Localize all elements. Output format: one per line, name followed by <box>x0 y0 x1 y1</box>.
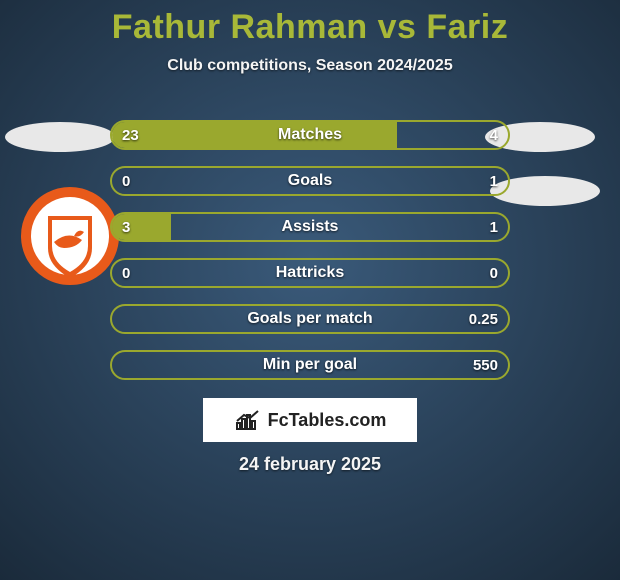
subtitle: Club competitions, Season 2024/2025 <box>0 57 620 75</box>
stat-row: Min per goal550 <box>110 350 510 380</box>
stat-row: Goals01 <box>110 166 510 196</box>
stat-bar-track <box>110 120 510 150</box>
stat-bar-track <box>110 350 510 380</box>
infographic-root: Fathur Rahman vs Fariz Club competitions… <box>0 0 620 580</box>
player-left-placeholder <box>5 122 115 152</box>
stat-row: Matches234 <box>110 120 510 150</box>
stat-bar-track <box>110 212 510 242</box>
brand-text: FcTables.com <box>268 410 387 431</box>
date-label: 24 february 2025 <box>0 454 620 475</box>
stat-row: Assists31 <box>110 212 510 242</box>
stat-bar-track <box>110 166 510 196</box>
club-badge <box>20 186 120 286</box>
stat-row: Hattricks00 <box>110 258 510 288</box>
stat-bar-fill-left <box>112 122 397 148</box>
stat-bar-fill-left <box>112 214 171 240</box>
brand-badge: FcTables.com <box>203 398 417 442</box>
stat-row: Goals per match0.25 <box>110 304 510 334</box>
brand-icon <box>234 409 262 431</box>
comparison-bars: Matches234 Goals01 Assists31 Hattricks00 Goa… <box>110 120 510 396</box>
page-title: Fathur Rahman vs Fariz <box>0 0 620 47</box>
stat-bar-track <box>110 304 510 334</box>
stat-bar-track <box>110 258 510 288</box>
